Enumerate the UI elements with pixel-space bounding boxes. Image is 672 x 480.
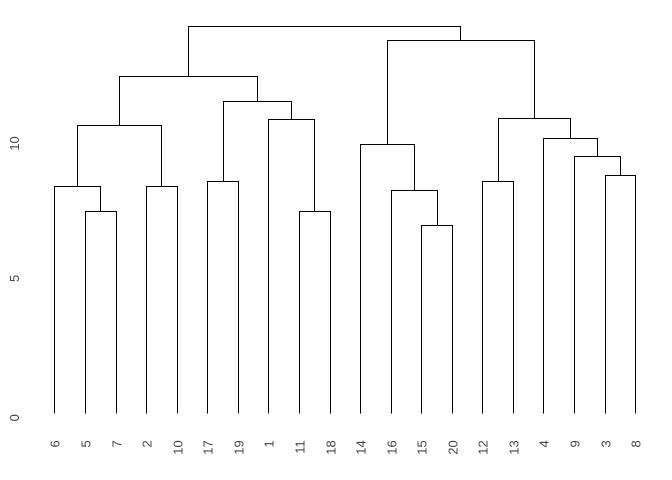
svg-text:14: 14 xyxy=(354,440,369,454)
svg-text:5: 5 xyxy=(7,275,22,282)
svg-text:18: 18 xyxy=(324,440,339,454)
svg-text:12: 12 xyxy=(476,440,491,454)
svg-text:2: 2 xyxy=(140,440,155,447)
svg-text:0: 0 xyxy=(7,414,22,421)
svg-text:20: 20 xyxy=(446,440,461,454)
svg-text:11: 11 xyxy=(293,440,308,454)
svg-text:5: 5 xyxy=(79,440,94,447)
svg-text:15: 15 xyxy=(415,440,430,454)
svg-text:16: 16 xyxy=(385,440,400,454)
svg-text:4: 4 xyxy=(537,440,552,447)
svg-text:8: 8 xyxy=(629,440,644,447)
svg-text:10: 10 xyxy=(171,440,186,454)
svg-text:19: 19 xyxy=(232,440,247,454)
svg-text:3: 3 xyxy=(599,440,614,447)
svg-text:10: 10 xyxy=(7,136,22,150)
svg-text:17: 17 xyxy=(201,440,216,454)
svg-text:6: 6 xyxy=(48,440,63,447)
svg-text:13: 13 xyxy=(507,440,522,454)
svg-text:9: 9 xyxy=(568,440,583,447)
svg-text:1: 1 xyxy=(262,440,277,447)
svg-text:7: 7 xyxy=(110,440,125,447)
